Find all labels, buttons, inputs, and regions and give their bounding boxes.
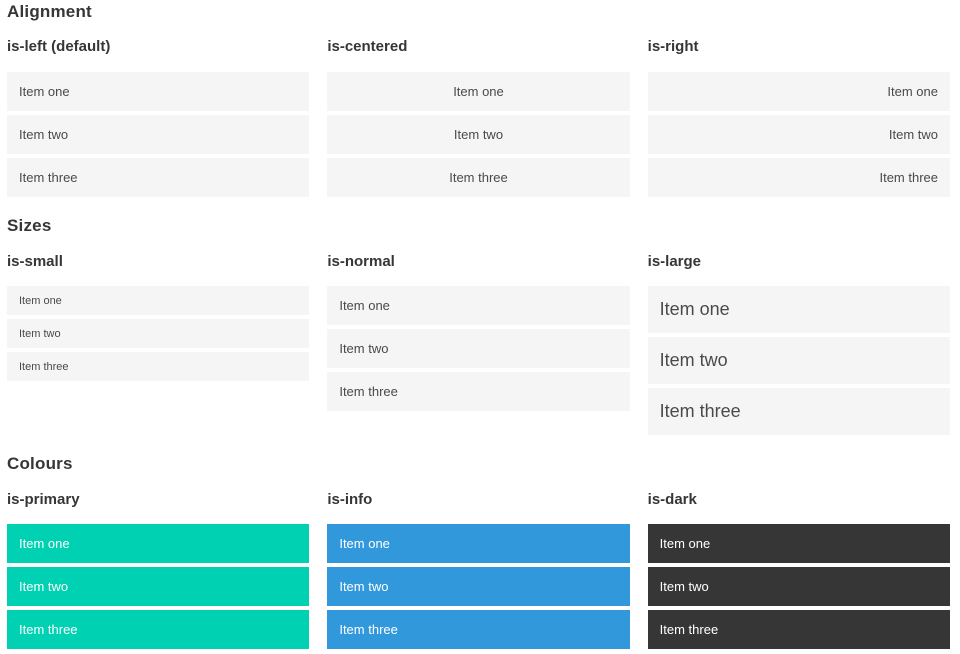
section-title-sizes: Sizes <box>7 216 52 236</box>
column-label-is-centered: is-centered <box>327 38 408 56</box>
colours-columns: is-primary Item one Item two Item three … <box>7 491 950 650</box>
list-item: Item two <box>647 115 950 155</box>
column-is-small: is-small Item one Item two Item three <box>7 252 310 382</box>
list-is-right: Item one Item two Item three <box>647 72 950 198</box>
column-is-primary: is-primary Item one Item two Item three <box>7 490 310 650</box>
column-is-right: is-right Item one Item two Item three <box>647 38 950 198</box>
list-item: Item three <box>647 388 950 436</box>
list-item: Item one <box>327 524 630 564</box>
list-item: Item two <box>327 567 630 607</box>
column-label-is-normal: is-normal <box>327 252 395 270</box>
list-item: Item two <box>647 567 950 607</box>
list-is-left: Item one Item two Item three <box>7 72 310 198</box>
section-alignment: Alignment is-left (default) Item one Ite… <box>7 2 950 198</box>
column-is-centered: is-centered Item one Item two Item three <box>327 38 630 198</box>
list-item: Item three <box>327 158 630 198</box>
column-is-info: is-info Item one Item two Item three <box>327 490 630 650</box>
column-label-is-info: is-info <box>327 490 373 508</box>
alignment-columns: is-left (default) Item one Item two Item… <box>7 38 950 198</box>
list-item: Item three <box>7 158 310 198</box>
list-item: Item one <box>7 286 310 316</box>
column-label-is-primary: is-primary <box>7 490 80 508</box>
section-title-alignment: Alignment <box>7 2 92 21</box>
section-colours: Colours is-primary Item one Item two Ite… <box>7 454 950 650</box>
list-is-info: Item one Item two Item three <box>327 524 630 650</box>
column-label-is-small: is-small <box>7 252 63 270</box>
list-item: Item one <box>647 286 950 334</box>
sizes-columns: is-small Item one Item two Item three is… <box>7 253 950 436</box>
list-item: Item three <box>647 158 950 198</box>
list-item: Item one <box>7 72 310 112</box>
column-is-left: is-left (default) Item one Item two Item… <box>7 38 310 198</box>
column-is-large: is-large Item one Item two Item three <box>647 252 950 436</box>
section-sizes: Sizes is-small Item one Item two Item th… <box>7 216 950 436</box>
column-label-is-dark: is-dark <box>647 490 697 508</box>
list-item: Item two <box>647 337 950 385</box>
column-label-is-right: is-right <box>647 38 699 56</box>
column-is-dark: is-dark Item one Item two Item three <box>647 490 950 650</box>
list-item: Item one <box>327 286 630 326</box>
list-is-normal: Item one Item two Item three <box>327 286 630 412</box>
column-label-is-large: is-large <box>647 252 702 270</box>
list-item: Item two <box>7 319 310 349</box>
column-label-is-left: is-left (default) <box>7 38 111 56</box>
list-item: Item two <box>327 115 630 155</box>
list-item: Item one <box>327 72 630 112</box>
list-is-dark: Item one Item two Item three <box>647 524 950 650</box>
list-item: Item two <box>327 329 630 369</box>
list-item: Item three <box>7 610 310 650</box>
list-is-small: Item one Item two Item three <box>7 286 310 382</box>
section-title-colours: Colours <box>7 454 73 474</box>
list-is-centered: Item one Item two Item three <box>327 72 630 198</box>
list-item: Item two <box>7 115 310 155</box>
list-item: Item three <box>7 352 310 382</box>
list-item: Item one <box>7 524 310 564</box>
list-is-large: Item one Item two Item three <box>647 286 950 436</box>
list-item: Item three <box>327 610 630 650</box>
list-item: Item one <box>647 72 950 112</box>
list-item: Item three <box>327 372 630 412</box>
list-item: Item three <box>647 610 950 650</box>
list-item: Item one <box>647 524 950 564</box>
list-item: Item two <box>7 567 310 607</box>
column-is-normal: is-normal Item one Item two Item three <box>327 252 630 412</box>
list-is-primary: Item one Item two Item three <box>7 524 310 650</box>
